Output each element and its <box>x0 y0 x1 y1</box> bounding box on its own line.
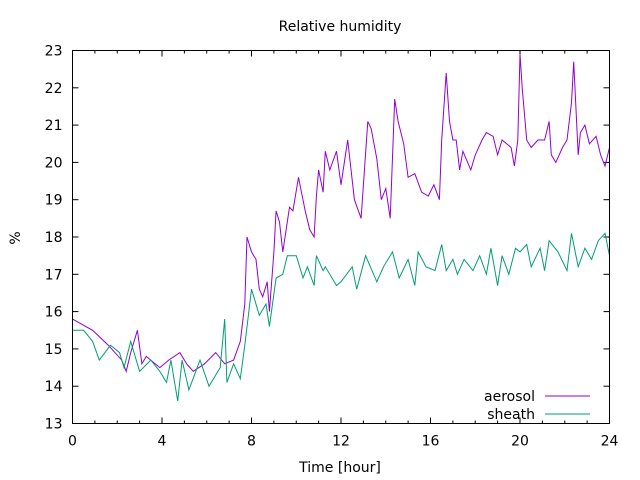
legend-label-aerosol: aerosol <box>484 389 535 405</box>
legend: aerosol sheath <box>484 389 590 423</box>
x-axis-label: Time [hour] <box>298 460 381 476</box>
legend-label-sheath: sheath <box>487 407 535 423</box>
x-tick-label: 0 <box>68 434 77 450</box>
plot-frame <box>72 50 610 424</box>
y-tick-label: 21 <box>45 118 63 134</box>
series-line-aerosol <box>72 54 610 373</box>
chart-title: Relative humidity <box>279 19 402 35</box>
y-tick-label: 18 <box>45 230 63 246</box>
y-tick-label: 22 <box>45 81 63 97</box>
y-tick-label: 13 <box>45 417 63 433</box>
x-tick-label: 12 <box>332 434 350 450</box>
y-tick-label: 19 <box>45 193 63 209</box>
y-tick-label: 20 <box>45 155 63 171</box>
x-tick-label: 16 <box>422 434 440 450</box>
series-line-sheath <box>72 232 610 402</box>
y-tick-label: 14 <box>45 379 63 395</box>
y-axis-label: % <box>8 231 24 244</box>
x-tick-label: 20 <box>511 434 529 450</box>
y-tick-label: 17 <box>45 267 63 283</box>
x-tick-label: 24 <box>601 434 619 450</box>
x-tick-label: 4 <box>158 434 167 450</box>
y-tick-label: 15 <box>45 342 63 358</box>
y-tick-label: 16 <box>45 305 63 321</box>
y-tick-label: 23 <box>45 44 63 60</box>
x-tick-label: 8 <box>247 434 256 450</box>
